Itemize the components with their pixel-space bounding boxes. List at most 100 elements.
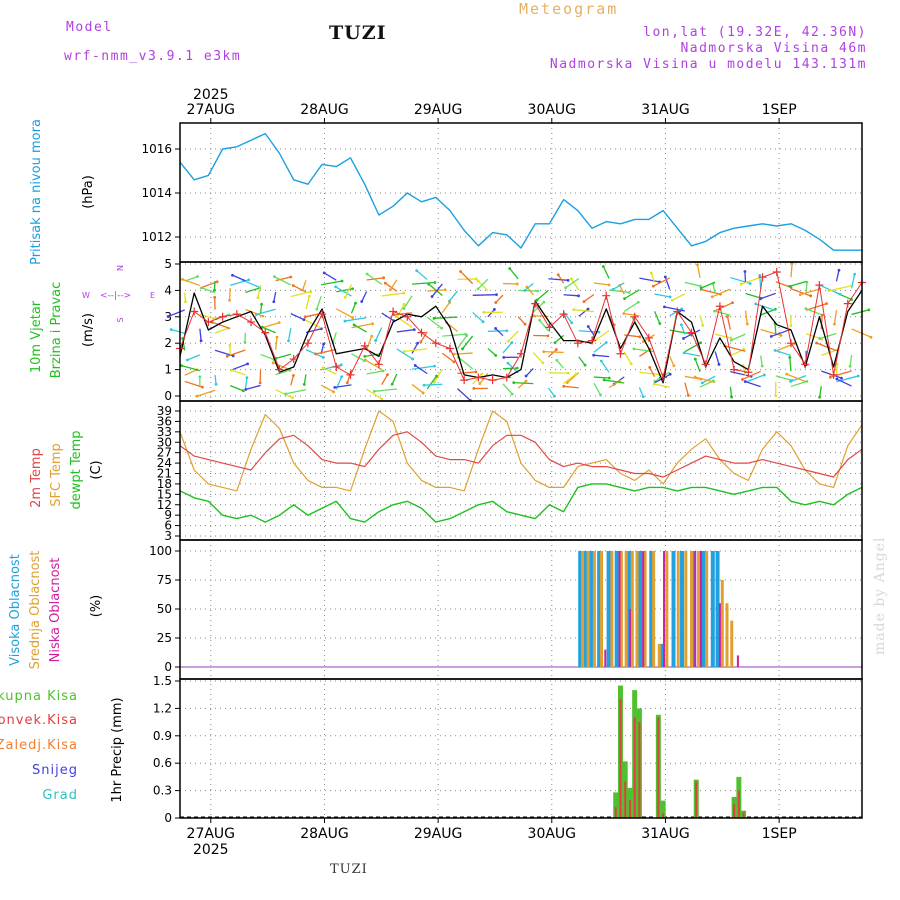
wind-arrow	[587, 326, 595, 336]
wind-arrow	[760, 292, 777, 300]
cloud-bar	[710, 551, 715, 667]
wind-ytick-label: 2	[164, 336, 172, 350]
wind-arrow-head	[758, 273, 762, 277]
compass-w: W	[82, 291, 90, 300]
wind-arrow-head	[402, 303, 406, 306]
wind-arrow-head	[340, 279, 344, 283]
wind-arrow-head	[510, 341, 514, 345]
wind-arrow	[404, 348, 428, 352]
wind-arrow-head	[867, 308, 871, 312]
wind-arrow-head	[602, 378, 606, 382]
wind-arrow-head	[231, 273, 234, 277]
wind-arrow	[532, 352, 544, 364]
wind-arrow-head	[804, 307, 808, 310]
wind-arrow-head	[433, 281, 437, 284]
wind-arrow	[742, 370, 761, 381]
wind-arrow	[428, 283, 443, 297]
wind-arrow	[786, 373, 807, 383]
wind-arrow	[414, 364, 428, 375]
wind-arrow	[396, 304, 405, 318]
wind-arrow-head	[363, 355, 367, 358]
wind-arrow-head	[535, 298, 539, 302]
wind-arrow-head	[195, 394, 199, 398]
wind-arrow	[639, 371, 661, 376]
model-elevation-label: Nadmorska Visina u modelu 143.131m	[549, 57, 867, 72]
cloud-bar	[586, 551, 590, 667]
wind-arrow-head	[213, 288, 216, 292]
wind-gust-marker	[573, 339, 582, 348]
wind-gust-marker	[318, 310, 327, 319]
compass-e: E	[150, 291, 155, 300]
precip-bar	[614, 807, 617, 818]
wind-arrow-head	[200, 385, 204, 389]
precip-ytick-label: 1.2	[153, 701, 172, 715]
precip-bar	[657, 717, 660, 818]
wind-arrow-head	[321, 366, 325, 370]
wind-arrow-head	[611, 288, 615, 291]
wind-arrow-head	[788, 356, 792, 359]
wind-arrow	[547, 387, 555, 397]
temperature-ytick-label: 12	[157, 498, 172, 512]
wind-arrow	[487, 308, 495, 318]
cloud-bar	[663, 551, 666, 667]
cloud-bar	[736, 655, 739, 667]
wind-arrow-head	[649, 271, 653, 275]
dewpt-line	[179, 483, 863, 523]
wind-arrow-head	[542, 300, 546, 304]
wind-arrow-head	[713, 309, 716, 313]
wind-arrow	[351, 353, 365, 362]
wind-arrow-head	[553, 341, 557, 345]
wind-arrow	[366, 273, 383, 285]
precip-bar	[662, 813, 665, 818]
wind-arrow-head	[599, 359, 603, 363]
wind-speed-line	[179, 290, 863, 384]
wind-arrow-head	[760, 364, 764, 368]
wind-arrow	[344, 316, 367, 322]
wind-arrow	[287, 328, 292, 342]
wind-arrow	[563, 385, 579, 389]
wind-arrow-head	[729, 336, 733, 340]
wind-arrow-head	[494, 354, 498, 357]
wind-arrow	[315, 348, 337, 355]
wind-arrow-head	[515, 282, 519, 286]
wind-arrow-head	[833, 322, 836, 326]
wind-arrow-head	[309, 290, 313, 294]
wind-arrow-head	[472, 387, 476, 390]
wind-arrow-head	[670, 298, 674, 302]
wind-arrow-head	[601, 265, 605, 268]
wind-arrow-head	[213, 296, 217, 299]
wind-ylabel-2: Brzina i Pravac	[49, 282, 64, 379]
wind-gust-marker	[616, 349, 625, 358]
wind-arrow-head	[564, 286, 568, 290]
wind-arrow	[726, 316, 731, 330]
temp-2m-line	[179, 431, 863, 478]
wind-arrow	[334, 384, 352, 389]
wind-arrow-head	[481, 320, 485, 324]
wind-unit: (m/s)	[81, 313, 96, 347]
wind-arrow	[835, 364, 838, 376]
wind-arrow-head	[696, 263, 699, 267]
wind-arrow	[536, 289, 549, 301]
wind-arrow-head	[433, 364, 436, 368]
bottom-day-label: 31AUG	[641, 826, 690, 842]
cloud-bar	[718, 603, 721, 667]
wind-arrow-head	[506, 339, 510, 343]
temperature-ytick-label: 21	[157, 467, 172, 481]
wind-arrow-head	[322, 271, 326, 275]
wind-arrow-head	[413, 364, 417, 367]
wind-arrow-head	[340, 375, 344, 379]
wind-arrow-head	[315, 307, 319, 311]
wind-arrow	[835, 270, 840, 282]
cloud-bar	[589, 551, 594, 667]
wind-arrow	[639, 277, 660, 283]
wind-arrow-head	[789, 324, 793, 328]
wind-arrow	[396, 348, 413, 360]
wind-arrow-head	[245, 376, 249, 379]
wind-arrow-head	[556, 273, 560, 277]
wind-arrow-head	[636, 300, 640, 304]
wind-arrow	[411, 383, 424, 394]
temperature-ytick-label: 3	[164, 529, 172, 543]
wind-arrow-head	[773, 348, 777, 352]
wind-arrow-head	[682, 351, 686, 355]
wind-arrow-head	[523, 322, 527, 326]
